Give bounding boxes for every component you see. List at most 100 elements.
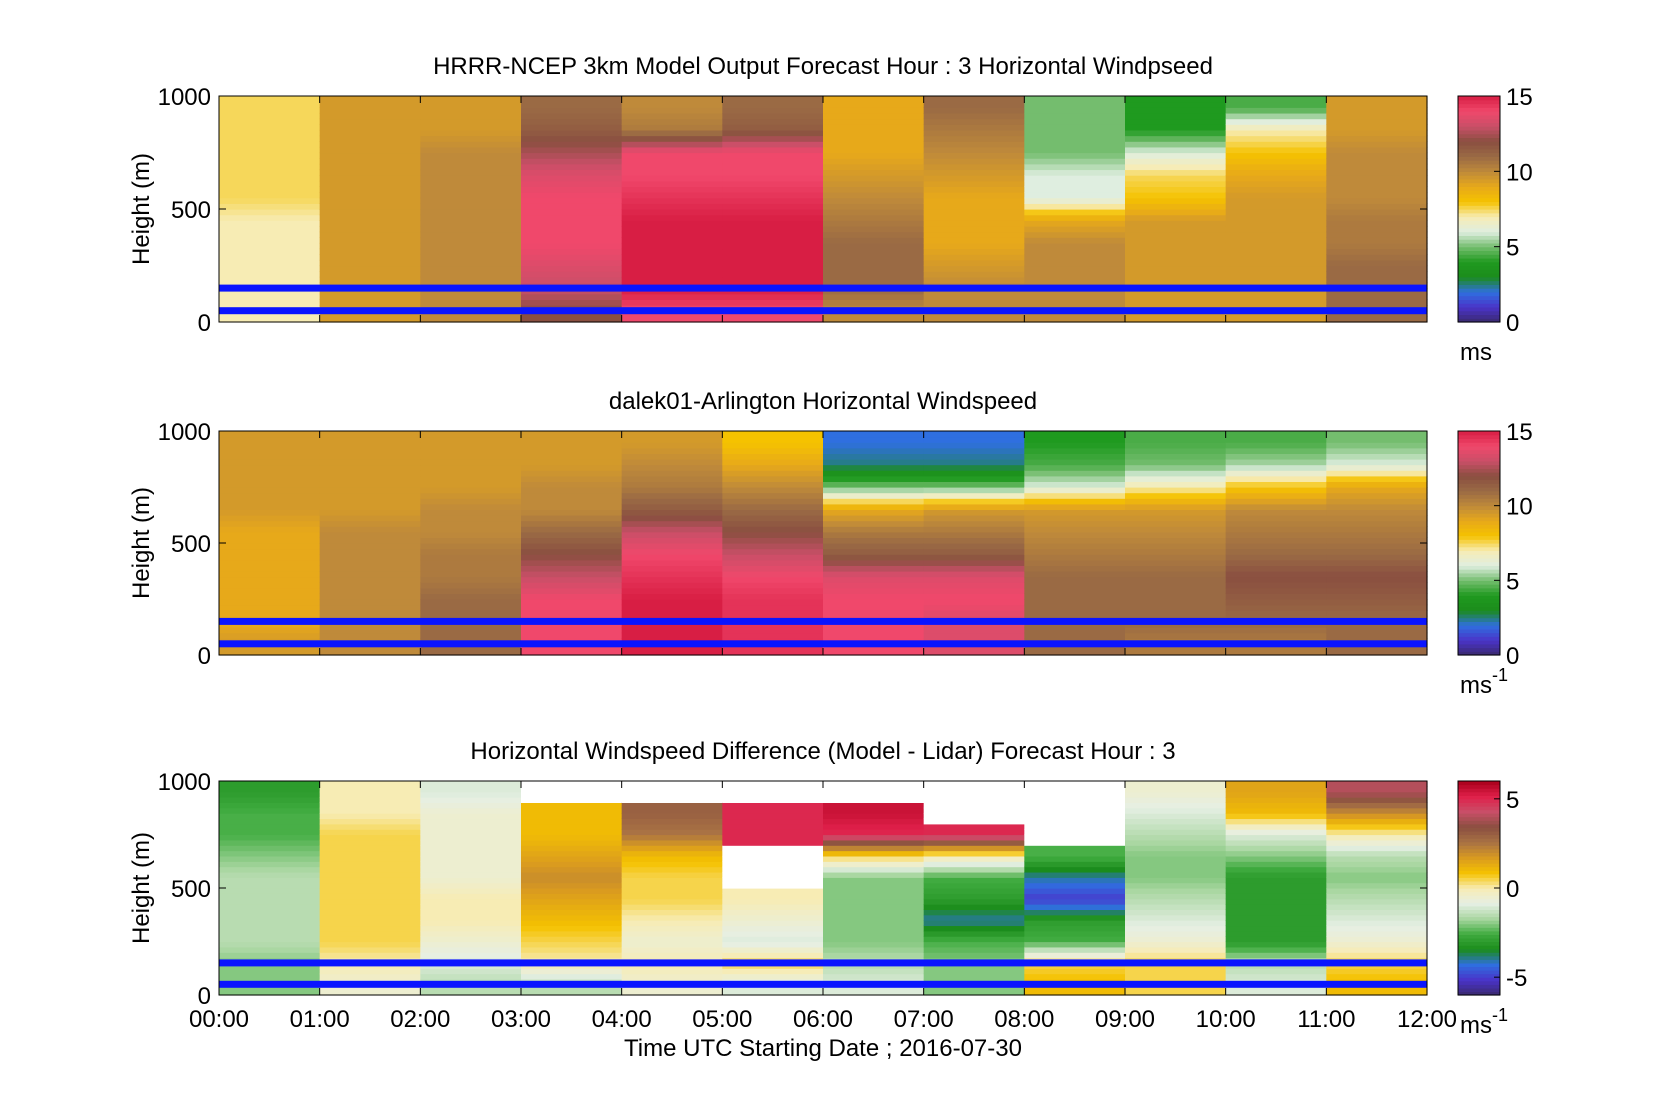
unit-exponent: -1 (1492, 1005, 1508, 1025)
heatmap-cell (923, 220, 1025, 227)
heatmap-cell (1125, 481, 1227, 488)
heatmap-cell (1326, 829, 1428, 836)
heatmap-cell (1024, 271, 1126, 278)
heatmap-cell (1125, 797, 1227, 803)
heatmap-cell (1326, 791, 1428, 798)
heatmap-cell (1125, 930, 1227, 937)
heatmap-cell (420, 649, 522, 656)
heatmap-cell (722, 610, 824, 617)
heatmap-cell (621, 526, 723, 533)
heatmap-cell (722, 593, 824, 600)
heatmap-cell (621, 834, 723, 841)
heatmap-cell (521, 152, 623, 159)
heatmap-cell (521, 823, 623, 830)
x-tick-label: 07:00 (894, 1006, 954, 1033)
heatmap-cell (722, 175, 824, 182)
heatmap-cell (1326, 920, 1428, 927)
heatmap-cell (319, 431, 421, 438)
heatmap-cell (621, 141, 723, 148)
heatmap-cell (1326, 593, 1428, 600)
heatmap-cell (1225, 135, 1327, 142)
heatmap-cell (923, 952, 1025, 959)
heatmap-cell (923, 593, 1025, 600)
heatmap-cell (1024, 526, 1126, 533)
colorbar-segment (1458, 269, 1500, 274)
heatmap-cell (1225, 180, 1327, 187)
heatmap-cell (521, 271, 623, 278)
heatmap-cell (1024, 118, 1126, 125)
heatmap-cell (521, 829, 623, 836)
heatmap-cell (219, 952, 321, 959)
heatmap-cell (521, 845, 623, 852)
heatmap-cell (319, 293, 421, 300)
heatmap-cell (722, 599, 824, 606)
heatmap-cell (521, 259, 623, 267)
heatmap-cell (521, 487, 623, 494)
heatmap-cell (722, 169, 824, 176)
heatmap-cell (521, 941, 623, 948)
heatmap-cell (722, 871, 824, 878)
heatmap-cell (1125, 587, 1227, 594)
heatmap-cell (1225, 543, 1327, 550)
heatmap-cell (1225, 169, 1327, 176)
heatmap-cell (1225, 192, 1327, 199)
heatmap-cell (1326, 571, 1428, 578)
heatmap-cell (923, 559, 1025, 566)
heatmap-cell (1125, 220, 1227, 227)
colorbar-segment (1458, 809, 1500, 814)
heatmap-cell (319, 559, 421, 566)
heatmap-cell (319, 593, 421, 600)
colorbar-segment (1458, 855, 1500, 861)
colorbar-segment (1458, 977, 1500, 982)
heatmap-cell (521, 807, 623, 814)
heatmap-cell (1225, 548, 1327, 555)
heatmap-cell (722, 271, 824, 278)
heatmap-cell (1326, 548, 1428, 555)
heatmap-cell (1024, 192, 1126, 199)
y-tick-label: 1000 (158, 769, 211, 796)
heatmap-cell (1225, 118, 1327, 125)
heatmap-cell (621, 237, 723, 244)
heatmap-cell (1125, 169, 1227, 176)
heatmap-cell (1125, 627, 1227, 634)
heatmap-cell (823, 169, 925, 176)
heatmap-cell (521, 447, 623, 454)
heatmap-cell (823, 431, 925, 438)
heatmap-cell (722, 197, 824, 204)
heatmap-cell (722, 498, 824, 505)
heatmap-cell (1125, 520, 1227, 527)
heatmap-cell (319, 604, 421, 611)
heatmap-cell (923, 118, 1025, 125)
heatmap-cell (219, 604, 321, 611)
heatmap-cell (420, 431, 522, 438)
heatmap-cell (1326, 973, 1428, 980)
heatmap-cell (923, 866, 1025, 873)
heatmap-cell (1225, 101, 1327, 108)
reference-line (219, 307, 1427, 315)
heatmap-cell (1024, 877, 1126, 884)
heatmap-cell (521, 124, 623, 131)
heatmap-cell (521, 248, 623, 255)
heatmap-cell (1024, 936, 1126, 943)
heatmap-cell (319, 898, 421, 905)
heatmap-cell (722, 802, 824, 809)
heatmap-cell (521, 503, 623, 510)
heatmap-cell (521, 649, 623, 656)
heatmap-cell (722, 797, 824, 803)
colorbar-segment (1458, 632, 1500, 637)
heatmap-cell (923, 225, 1025, 233)
heatmap-cell (219, 163, 321, 171)
colorbar-segment (1458, 265, 1500, 270)
colorbar-segment (1458, 126, 1500, 131)
heatmap-cell (621, 146, 723, 154)
heatmap-cell (1024, 475, 1126, 482)
heatmap-cell (420, 818, 522, 825)
heatmap-cell (1225, 163, 1327, 171)
heatmap-cell (219, 192, 321, 199)
heatmap-cell (923, 936, 1025, 943)
colorbar-segment (1458, 129, 1500, 135)
x-tick-label: 10:00 (1196, 1006, 1256, 1033)
heatmap-cell (521, 930, 623, 937)
heatmap-cell (923, 604, 1025, 611)
heatmap-cell (1125, 271, 1227, 278)
